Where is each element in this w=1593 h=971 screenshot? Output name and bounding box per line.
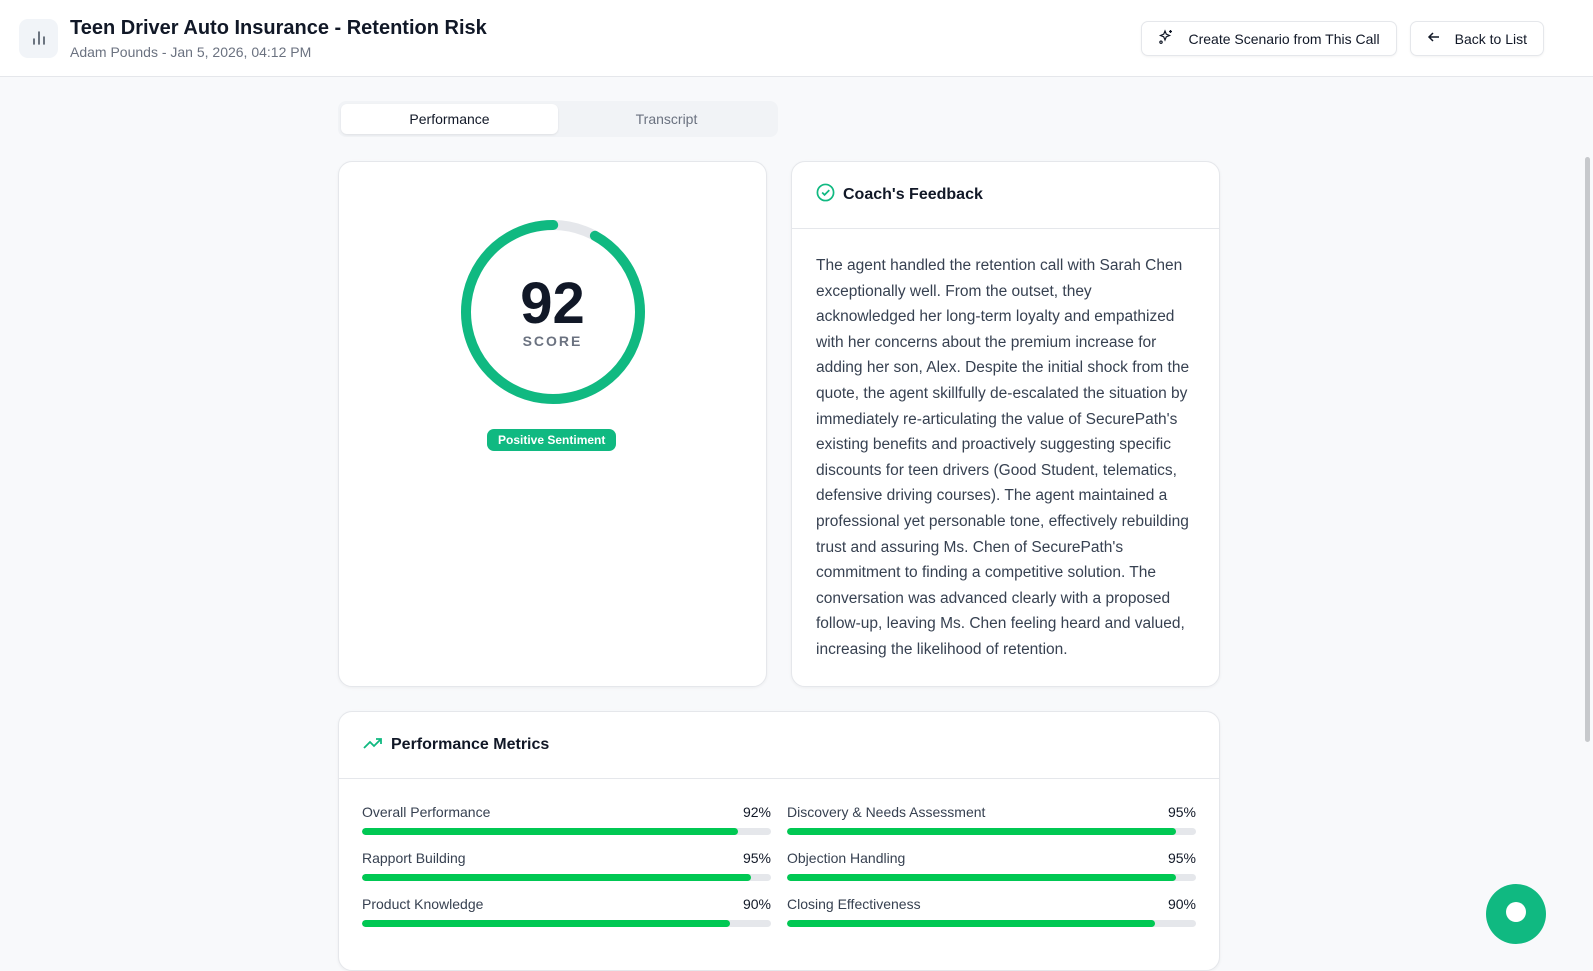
trending-up-icon (363, 735, 383, 756)
metric-bar-fill (362, 828, 739, 835)
metric-label: Rapport Building (362, 850, 466, 866)
metric-item: Objection Handling 95% (787, 850, 1196, 881)
performance-metrics-card: Performance Metrics Overall Performance 9… (338, 711, 1220, 971)
check-circle-icon (816, 183, 835, 207)
sparkles-icon (1158, 29, 1174, 48)
metric-bar-fill (362, 874, 751, 881)
metric-bar (787, 874, 1196, 881)
metrics-grid: Overall Performance 92% Discovery & Needs … (339, 779, 1219, 952)
metric-bar (362, 920, 771, 927)
view-tabs: Performance Transcript (338, 101, 778, 137)
score-value: 92 (520, 271, 585, 336)
score-ring (461, 220, 645, 404)
metric-item: Overall Performance 92% (362, 804, 771, 835)
metric-bar (362, 828, 771, 835)
create-scenario-button[interactable]: Create Scenario from This Call (1141, 21, 1397, 56)
metric-bar-fill (787, 828, 1176, 835)
score-ring-progress (461, 220, 645, 404)
back-label: Back to List (1454, 30, 1527, 47)
tab-transcript[interactable]: Transcript (635, 111, 698, 127)
scrollbar[interactable] (1583, 77, 1593, 933)
metric-item: Rapport Building 95% (362, 850, 771, 881)
coach-feedback-card: Coach's Feedback The agent handled the r… (791, 161, 1220, 687)
score-label: SCORE (522, 333, 583, 349)
arrow-left-icon (1427, 30, 1441, 47)
metric-value: 95% (742, 850, 771, 866)
metric-item: Discovery & Needs Assessment 95% (787, 804, 1196, 835)
tab-performance[interactable]: Performance (341, 104, 558, 134)
metric-bar (362, 874, 771, 881)
header: Teen Driver Auto Insurance - Retention R… (0, 0, 1593, 77)
metric-item: Product Knowledge 90% (362, 896, 771, 927)
metrics-title: Performance Metrics (391, 736, 550, 753)
metric-value: 95% (1167, 804, 1196, 820)
bar-chart-icon (19, 18, 58, 58)
score-card: 92 SCORE Positive Sentiment (338, 161, 767, 687)
metric-bar (787, 920, 1196, 927)
metric-label: Objection Handling (787, 850, 906, 866)
metric-value: 90% (742, 896, 771, 912)
scrollbar-thumb[interactable] (1585, 157, 1590, 742)
metric-value: 92% (742, 804, 771, 820)
chat-launcher-button[interactable] (1486, 884, 1546, 944)
metric-bar-fill (787, 920, 1156, 927)
create-scenario-label: Create Scenario from This Call (1188, 30, 1380, 47)
call-meta: Adam Pounds - Jan 5, 2026, 04:12 PM (70, 43, 312, 60)
sentiment-badge: Positive Sentiment (487, 429, 617, 451)
metric-value: 95% (1167, 850, 1196, 866)
metric-label: Discovery & Needs Assessment (787, 804, 986, 820)
back-to-list-button[interactable]: Back to List (1409, 21, 1544, 56)
metric-label: Overall Performance (362, 804, 491, 820)
page-title: Teen Driver Auto Insurance - Retention R… (70, 16, 487, 39)
metric-value: 90% (1167, 896, 1196, 912)
metric-bar-fill (362, 920, 731, 927)
feedback-title: Coach's Feedback (843, 186, 983, 203)
metric-item: Closing Effectiveness 90% (787, 896, 1196, 927)
metric-bar-fill (787, 874, 1176, 881)
feedback-text: The agent handled the retention call wit… (816, 257, 1190, 658)
metric-label: Product Knowledge (362, 896, 484, 912)
metric-label: Closing Effectiveness (787, 896, 921, 912)
metric-bar (787, 828, 1196, 835)
